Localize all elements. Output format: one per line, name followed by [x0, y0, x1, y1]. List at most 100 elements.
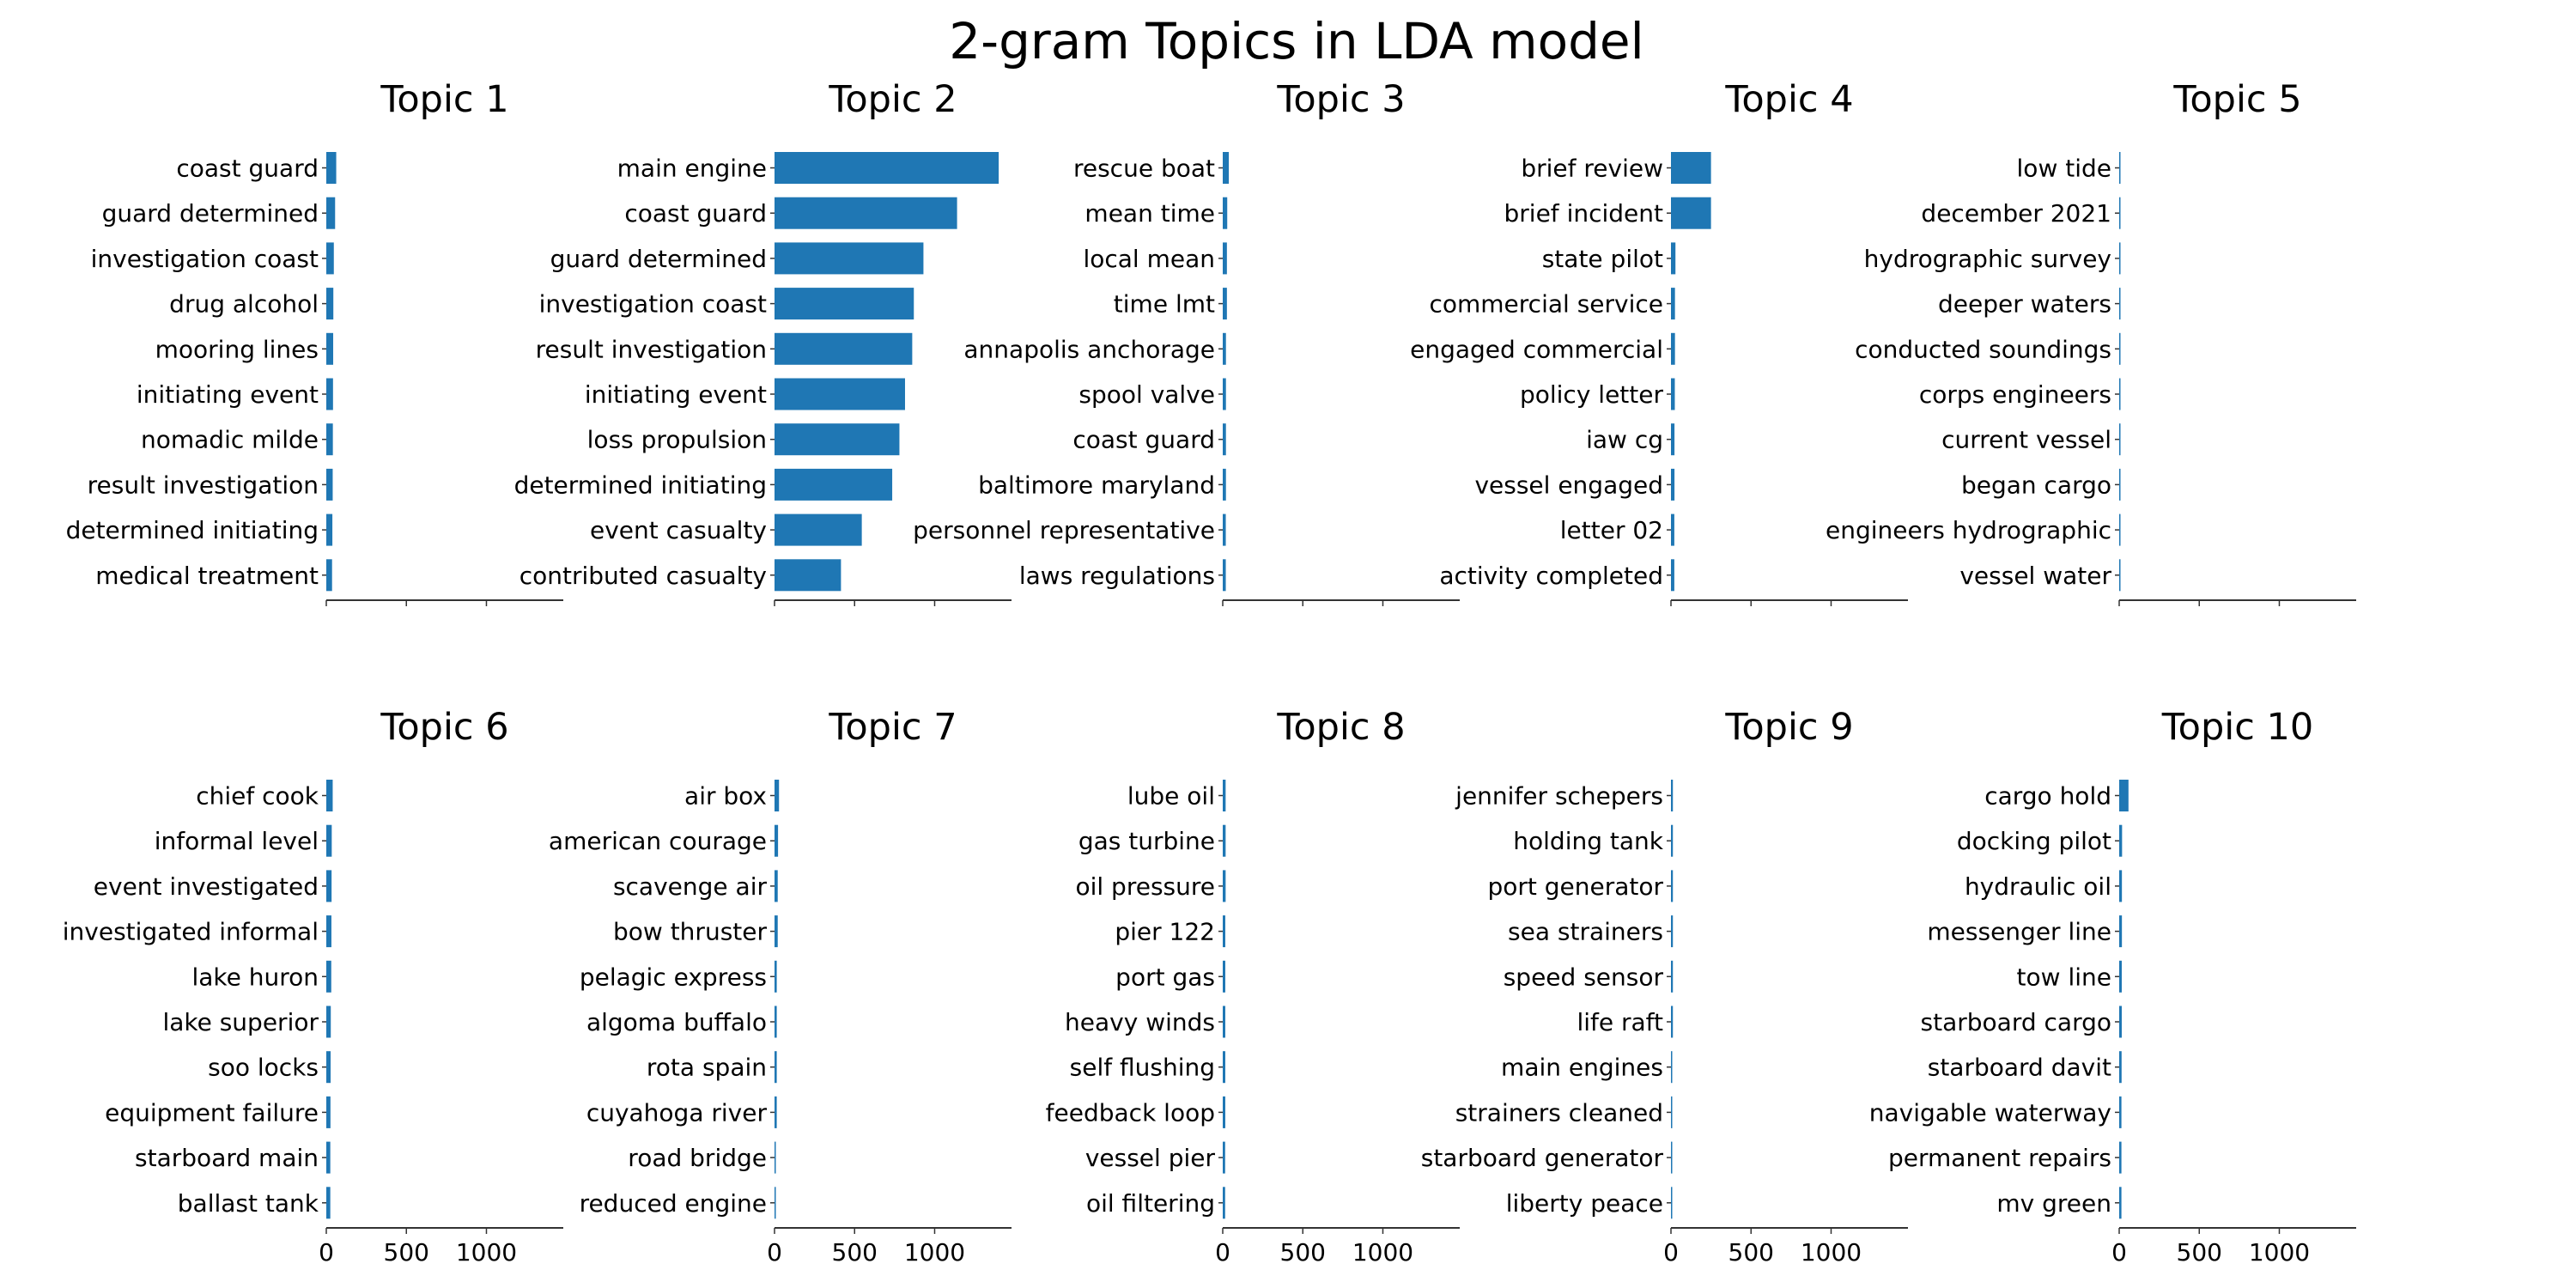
bar — [1671, 780, 1674, 811]
bar — [1223, 824, 1226, 857]
bar — [1671, 242, 1676, 275]
bar — [775, 870, 778, 902]
bar — [1671, 513, 1674, 546]
topic-title: Topic 9 — [1724, 706, 1853, 749]
bar — [775, 513, 862, 546]
category-label: starboard davit — [1928, 1054, 2111, 1082]
category-label: mooring lines — [155, 335, 319, 363]
bar — [2119, 780, 2129, 811]
topic-title: Topic 1 — [380, 78, 508, 121]
category-label: sea strainers — [1508, 918, 1663, 946]
category-label: strainers cleaned — [1455, 1098, 1663, 1127]
bar — [2119, 242, 2121, 275]
category-label: laws regulations — [1019, 562, 1215, 590]
bar — [1671, 1096, 1673, 1128]
category-label: investigation coast — [539, 290, 767, 319]
category-label: mean time — [1084, 199, 1215, 228]
bar — [326, 242, 334, 275]
category-label: starboard cargo — [1921, 1008, 2111, 1036]
bar — [326, 1141, 331, 1174]
bar — [2119, 197, 2121, 229]
x-tick-label: 500 — [2177, 1238, 2222, 1267]
category-label: bow thruster — [613, 918, 767, 946]
bar — [1671, 197, 1711, 229]
bar — [2119, 1005, 2122, 1038]
category-label: liberty peace — [1506, 1189, 1663, 1218]
category-label: began cargo — [1961, 471, 2111, 499]
category-label: event investigated — [94, 872, 319, 901]
topic-title: Topic 4 — [1724, 78, 1853, 121]
bar — [775, 1051, 777, 1084]
bar — [2119, 332, 2121, 365]
topic-panel: Topic 7 air box american courage scavenge a… — [549, 706, 1012, 1267]
category-label: lube oil — [1127, 782, 1215, 811]
bar — [2119, 378, 2121, 410]
category-label: policy letter — [1520, 380, 1664, 409]
category-label: coast guard — [176, 155, 319, 183]
category-label: local mean — [1083, 245, 1215, 273]
bar — [1223, 152, 1230, 184]
bar — [326, 332, 334, 365]
category-label: cuyahoga river — [586, 1098, 768, 1127]
bar — [775, 915, 778, 948]
bar — [775, 780, 780, 811]
bar — [1671, 960, 1674, 993]
category-label: reduced engine — [580, 1189, 767, 1218]
topic-panel: Topic 8 lube oil gas turbine oil pressure pi… — [1046, 706, 1460, 1267]
x-tick-label: 0 — [1663, 1238, 1679, 1267]
bar — [2119, 870, 2123, 902]
bar — [1223, 378, 1226, 410]
topic-panel: Topic 6 chief cook informal level event inv… — [63, 706, 563, 1267]
bar — [1223, 288, 1227, 320]
bar — [2119, 960, 2122, 993]
bar — [775, 1141, 776, 1174]
bar — [1671, 1005, 1674, 1038]
category-label: brief incident — [1504, 199, 1663, 228]
topic-title: Topic 6 — [380, 706, 508, 749]
category-label: tow line — [2017, 963, 2111, 991]
x-tick-label: 500 — [384, 1238, 429, 1267]
bar — [326, 1187, 331, 1219]
category-label: air box — [684, 782, 767, 811]
topic-title: Topic 8 — [1276, 706, 1405, 749]
category-label: equipment failure — [105, 1098, 319, 1127]
topic-title: Topic 5 — [2172, 78, 2301, 121]
bar — [326, 152, 337, 184]
bar — [1223, 1141, 1225, 1174]
bar — [1223, 468, 1226, 501]
bar — [326, 423, 333, 456]
category-label: speed sensor — [1504, 963, 1664, 991]
category-label: american courage — [549, 827, 767, 855]
bar — [1223, 332, 1226, 365]
bar — [1223, 423, 1226, 456]
bar — [326, 288, 334, 320]
bar — [326, 1096, 331, 1128]
category-label: conducted soundings — [1855, 335, 2111, 363]
bar — [326, 559, 332, 592]
bar — [1223, 1051, 1225, 1084]
category-label: current vessel — [1941, 426, 2111, 454]
bar — [775, 468, 893, 501]
category-label: starboard generator — [1421, 1144, 1664, 1172]
topic-panel: Topic 1 coast guard guard determined invest… — [66, 78, 563, 606]
category-label: iaw cg — [1586, 426, 1663, 454]
bar — [2119, 423, 2121, 456]
category-label: life raft — [1577, 1008, 1663, 1036]
category-label: scavenge air — [613, 872, 768, 901]
bar — [1223, 1096, 1225, 1128]
bar — [1223, 915, 1225, 948]
category-label: cargo hold — [1984, 782, 2111, 811]
bar — [326, 513, 333, 546]
bar — [2119, 468, 2121, 501]
bar — [775, 288, 914, 320]
bar — [775, 1005, 777, 1038]
category-label: vessel engaged — [1474, 471, 1663, 499]
bar — [775, 152, 999, 184]
topic-panel: Topic 10 cargo hold docking pilot hydraulic… — [1869, 706, 2356, 1267]
category-label: event casualty — [590, 516, 767, 544]
bar — [1223, 780, 1226, 811]
bar — [326, 780, 333, 811]
category-label: medical treatment — [95, 562, 319, 590]
x-tick-label: 0 — [319, 1238, 334, 1267]
bar — [775, 1187, 776, 1219]
